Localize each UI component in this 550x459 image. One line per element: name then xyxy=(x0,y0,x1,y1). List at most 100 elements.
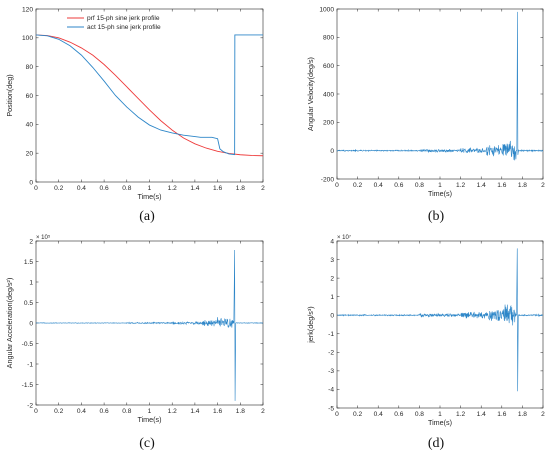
caption-a: (a) xyxy=(139,209,155,224)
x-tick-label: 0 xyxy=(335,182,339,189)
y-tick-label: 1 xyxy=(29,279,33,286)
x-tick-label: 0.4 xyxy=(374,411,383,418)
caption-d: (d) xyxy=(427,436,445,451)
y-axis-label: jerk(deg/s³) xyxy=(306,306,315,343)
y-exponent-label: × 10⁷ xyxy=(337,234,351,241)
y-axis-label: Position(deg) xyxy=(5,74,14,116)
y-tick-label: -1 xyxy=(328,331,334,338)
axes-box-d xyxy=(336,240,544,409)
panel-a: 0 0.2 0.4 0.6 0.8 1 1.2 1.4 1.6 1.8 20204060801001… xyxy=(5,6,265,201)
y-tick-label: 0 xyxy=(330,148,334,155)
x-tick-label: 0.8 xyxy=(415,411,424,418)
x-tick-label: 1.6 xyxy=(497,411,506,418)
y-tick-label: -200 xyxy=(321,176,335,183)
x-tick-label: 1.4 xyxy=(477,182,486,189)
x-tick-label: 2 xyxy=(261,185,265,192)
x-tick-label: 0.2 xyxy=(54,185,63,192)
x-tick-label: 0.8 xyxy=(122,408,131,415)
x-tick-label: 0.8 xyxy=(122,185,131,192)
x-tick-label: 0.6 xyxy=(100,408,109,415)
x-axis-label: Time(s) xyxy=(137,192,161,201)
y-tick-label: 0 xyxy=(330,313,334,320)
legend-entry: act 15-ph sine jerk profile xyxy=(87,24,161,31)
y-tick-label: 40 xyxy=(26,122,34,129)
y-tick-label: 20 xyxy=(26,150,34,157)
y-tick-label: 0 xyxy=(29,179,33,186)
x-tick-label: 1.4 xyxy=(190,185,199,192)
x-tick-label: 1.6 xyxy=(213,408,222,415)
y-axis-label: Angular Velocity(deg/s) xyxy=(306,57,315,131)
y-tick-label: 1000 xyxy=(319,6,334,13)
x-tick-label: 1.8 xyxy=(236,408,245,415)
y-tick-label: 120 xyxy=(22,6,33,13)
y-tick-label: 4 xyxy=(330,238,334,245)
x-tick-label: 2 xyxy=(541,411,545,418)
series-signal-line xyxy=(336,11,544,161)
y-tick-label: 3 xyxy=(330,257,334,264)
y-tick-label: 2 xyxy=(330,275,334,282)
x-tick-label: 2 xyxy=(261,408,265,415)
caption-c: (c) xyxy=(139,436,155,451)
x-tick-label: 0.2 xyxy=(353,411,362,418)
y-tick-label: 80 xyxy=(26,64,34,71)
x-tick-label: 0.2 xyxy=(353,182,362,189)
y-tick-label: 600 xyxy=(323,63,334,70)
x-tick-label: 0 xyxy=(34,408,38,415)
x-tick-label: 1.2 xyxy=(456,182,465,189)
x-axis-label: Time(s) xyxy=(428,189,452,198)
y-tick-label: -2 xyxy=(27,402,33,409)
y-tick-label: 800 xyxy=(323,35,334,42)
legend-entry: prf 15-ph sine jerk profile xyxy=(87,15,160,22)
x-tick-label: 0.6 xyxy=(394,182,403,189)
series-actual-line xyxy=(35,34,263,156)
y-tick-label: 1 xyxy=(330,294,334,301)
x-tick-label: 1 xyxy=(438,182,442,189)
y-exponent-label: × 10⁵ xyxy=(36,234,51,241)
series-signal-line xyxy=(336,248,544,392)
x-tick-label: 1.4 xyxy=(190,408,199,415)
x-tick-label: 1 xyxy=(438,411,442,418)
series-signal-line xyxy=(35,250,264,401)
x-tick-label: 1.8 xyxy=(518,182,527,189)
y-tick-label: 2 xyxy=(29,238,33,245)
x-tick-label: 1.8 xyxy=(236,185,245,192)
y-tick-label: 0 xyxy=(29,320,33,327)
x-axis-label: Time(s) xyxy=(428,418,452,427)
x-tick-label: 0 xyxy=(335,411,339,418)
y-tick-label: 60 xyxy=(26,93,34,100)
y-tick-label: -2 xyxy=(328,350,334,357)
x-tick-label: 1 xyxy=(148,185,152,192)
x-tick-label: 1.4 xyxy=(477,411,486,418)
x-tick-label: 0 xyxy=(34,185,38,192)
x-tick-label: 1.8 xyxy=(518,411,527,418)
y-tick-label: 400 xyxy=(323,91,334,98)
y-tick-label: -0.5 xyxy=(22,341,34,348)
x-tick-label: 0.2 xyxy=(54,408,63,415)
x-tick-label: 0.8 xyxy=(415,182,424,189)
panel-b: 0 0.2 0.4 0.6 0.8 1 1.2 1.4 1.6 1.8 2-200020040060… xyxy=(306,6,545,198)
x-tick-label: 1 xyxy=(148,408,152,415)
axes-box-a xyxy=(35,8,264,183)
x-tick-label: 0.6 xyxy=(100,185,109,192)
x-tick-label: 1.6 xyxy=(213,185,222,192)
y-tick-label: -1 xyxy=(27,361,33,368)
y-tick-label: -4 xyxy=(328,387,334,394)
y-tick-label: 200 xyxy=(323,120,334,127)
x-tick-label: 0.4 xyxy=(77,408,86,415)
x-axis-label: Time(s) xyxy=(137,415,161,424)
y-tick-label: -5 xyxy=(328,405,334,412)
x-tick-label: 1.2 xyxy=(168,185,177,192)
legend: prf 15-ph sine jerk profile act 15-ph sin… xyxy=(67,15,161,31)
y-tick-label: 0.5 xyxy=(24,300,33,307)
x-tick-label: 1.2 xyxy=(456,411,465,418)
x-tick-label: 0.4 xyxy=(374,182,383,189)
panel-c: 0 0.2 0.4 0.6 0.8 1 1.2 1.4 1.6 1.8 2 -2 -1.5 -1 -0.5 0… xyxy=(5,234,265,424)
panel-d: 0 0.2 0.4 0.6 0.8 1 1.2 1.4 1.6 1.8 2 -5 -4 -3 -2 -1 0 1 2… xyxy=(306,234,545,427)
x-tick-label: 2 xyxy=(541,182,545,189)
y-axis-label: Angular Acceleration(deg/s²) xyxy=(5,278,14,369)
y-tick-label: 1.5 xyxy=(24,259,33,266)
x-tick-label: 1.2 xyxy=(168,408,177,415)
series-profile-line xyxy=(35,34,264,157)
y-tick-label: 100 xyxy=(22,35,33,42)
